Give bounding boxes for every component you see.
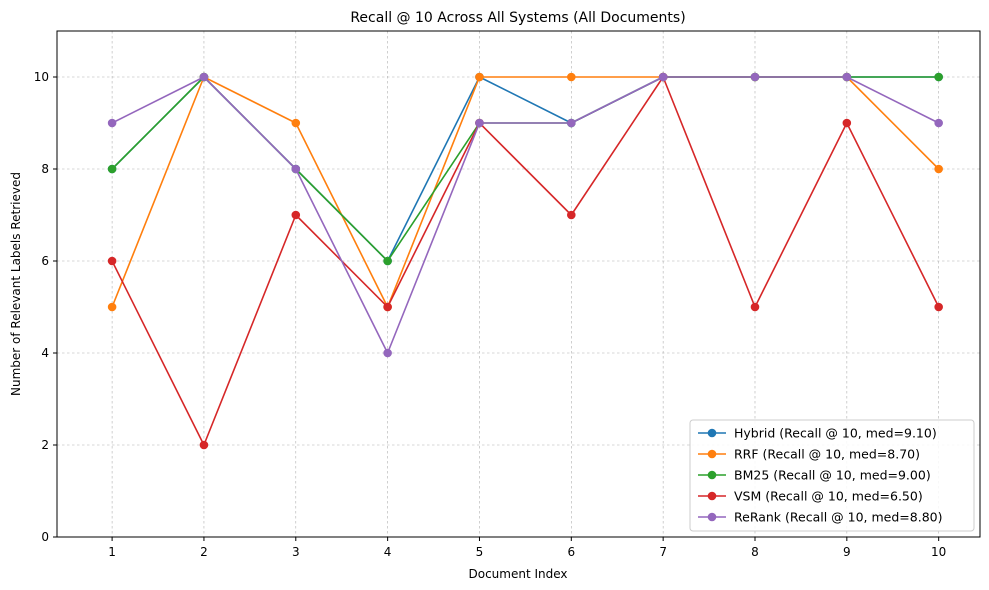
legend-label: RRF (Recall @ 10, med=8.70) xyxy=(734,447,920,462)
data-point xyxy=(934,164,943,174)
data-point xyxy=(199,72,209,82)
data-point xyxy=(475,118,484,128)
legend-marker xyxy=(707,512,717,522)
y-tick-label: 0 xyxy=(41,530,49,544)
y-axis-ticks: 0 2 4 6 8 10 xyxy=(34,70,57,544)
legend-label: ReRank (Recall @ 10, med=8.80) xyxy=(734,510,942,525)
series-group xyxy=(107,72,943,450)
legend-item: VSM (Recall @ 10, med=6.50) xyxy=(698,489,923,504)
data-point xyxy=(934,302,943,312)
data-point xyxy=(107,118,117,128)
plot-frame xyxy=(56,30,981,538)
legend-marker xyxy=(707,449,717,459)
data-point xyxy=(107,256,117,266)
series-line xyxy=(111,76,940,308)
data-point xyxy=(291,210,301,220)
legend-marker xyxy=(707,428,717,438)
y-tick-label: 10 xyxy=(34,70,49,84)
data-point xyxy=(383,302,392,312)
legend: Hybrid (Recall @ 10, med=9.10) RRF (Recal… xyxy=(689,419,975,532)
y-tick-label: 6 xyxy=(41,254,49,268)
data-point xyxy=(658,72,668,82)
data-point xyxy=(107,302,117,312)
x-tick-label: 5 xyxy=(476,545,484,559)
data-point xyxy=(383,348,392,358)
legend-marker xyxy=(707,470,717,480)
data-point xyxy=(567,118,576,128)
data-point xyxy=(750,72,760,82)
legend-item: Hybrid (Recall @ 10, med=9.10) xyxy=(698,426,937,441)
legend-label: VSM (Recall @ 10, med=6.50) xyxy=(734,489,923,504)
data-point xyxy=(934,118,943,128)
data-point xyxy=(199,440,209,450)
x-tick-label: 4 xyxy=(384,545,392,559)
legend-item: BM25 (Recall @ 10, med=9.00) xyxy=(698,468,931,483)
data-point xyxy=(567,72,576,82)
x-axis-ticks: 1 2 3 4 5 6 7 8 9 10 xyxy=(108,537,946,559)
data-point xyxy=(383,256,392,266)
series-5 xyxy=(107,72,943,358)
x-tick-label: 7 xyxy=(659,545,667,559)
y-tick-label: 4 xyxy=(41,346,49,360)
legend-label: Hybrid (Recall @ 10, med=9.10) xyxy=(734,426,937,441)
data-point xyxy=(291,164,301,174)
legend-item: ReRank (Recall @ 10, med=8.80) xyxy=(698,510,942,525)
data-point xyxy=(842,118,852,128)
y-axis-label: Number of Relevant Labels Retrieved xyxy=(9,172,23,396)
legend-label: BM25 (Recall @ 10, med=9.00) xyxy=(734,468,931,483)
legend-item: RRF (Recall @ 10, med=8.70) xyxy=(698,447,920,462)
series-2 xyxy=(107,72,943,312)
x-tick-label: 10 xyxy=(931,545,946,559)
x-tick-label: 3 xyxy=(292,545,300,559)
data-point xyxy=(567,210,576,220)
legend-box xyxy=(689,419,975,532)
series-line xyxy=(111,76,940,354)
series-line xyxy=(111,76,940,446)
x-tick-label: 8 xyxy=(751,545,759,559)
x-axis-label: Document Index xyxy=(468,567,567,581)
x-tick-label: 2 xyxy=(200,545,208,559)
data-point xyxy=(934,72,943,82)
data-point xyxy=(291,118,301,128)
y-tick-label: 8 xyxy=(41,162,49,176)
x-tick-label: 9 xyxy=(843,545,851,559)
data-point xyxy=(842,72,852,82)
legend-marker xyxy=(707,491,717,501)
data-point xyxy=(107,164,117,174)
x-tick-label: 1 xyxy=(108,545,116,559)
y-tick-label: 2 xyxy=(41,438,49,452)
chart-title: Recall @ 10 Across All Systems (All Docu… xyxy=(350,10,685,26)
data-point xyxy=(750,302,760,312)
data-point xyxy=(475,72,484,82)
x-tick-label: 6 xyxy=(567,545,575,559)
